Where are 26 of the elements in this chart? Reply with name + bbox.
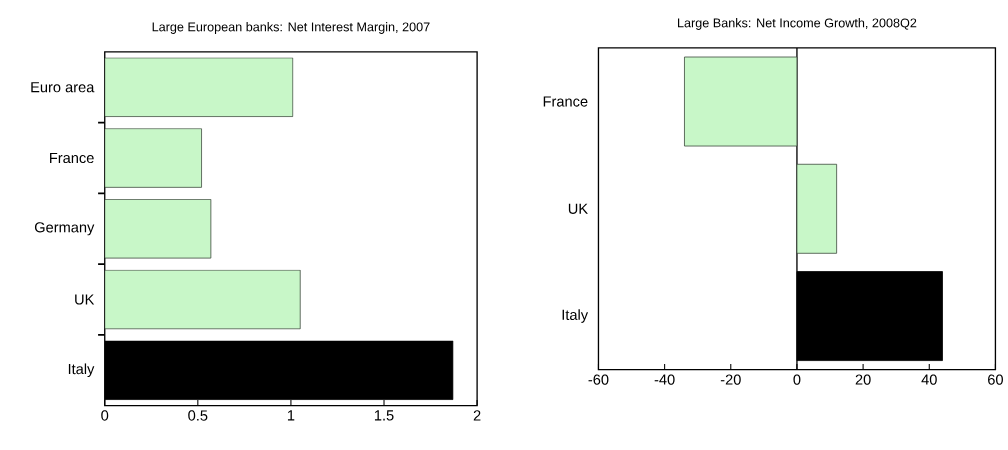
y-tick-label: Euro area <box>31 82 95 93</box>
x-tick-label: -40 <box>654 374 675 385</box>
x-tick-label: 60 <box>988 374 1003 385</box>
x-tick-label: 40 <box>921 374 937 385</box>
y-tick-label: UK <box>75 294 95 305</box>
y-tick-label: France <box>543 96 588 107</box>
chart-title: Large Banks: Net Income Growth, 2008Q2 <box>678 18 917 30</box>
bar <box>796 163 838 254</box>
x-tick-label: 1 <box>287 410 295 421</box>
x-tick-label: 0.5 <box>188 410 208 421</box>
x-tick-label: 20 <box>855 374 871 385</box>
bar <box>684 56 798 147</box>
x-tick-label: -20 <box>720 374 741 385</box>
x-tick-label: 1.5 <box>374 410 394 421</box>
bar <box>104 340 454 401</box>
x-tick-label: 0 <box>101 410 109 421</box>
chart-title: Large European banks: Net Interest Margin, 2007 <box>152 22 430 34</box>
y-tick-label: Italy <box>562 309 589 323</box>
bar <box>104 57 294 118</box>
y-tick-label: UK <box>568 203 588 214</box>
y-tick-label: Italy <box>68 363 95 378</box>
x-tick-label: -60 <box>588 374 609 385</box>
x-tick-label: 2 <box>473 410 481 421</box>
y-tick-label: France <box>50 152 94 164</box>
x-tick-label: 0 <box>793 374 801 385</box>
y-tick-label: Germany <box>34 222 95 236</box>
